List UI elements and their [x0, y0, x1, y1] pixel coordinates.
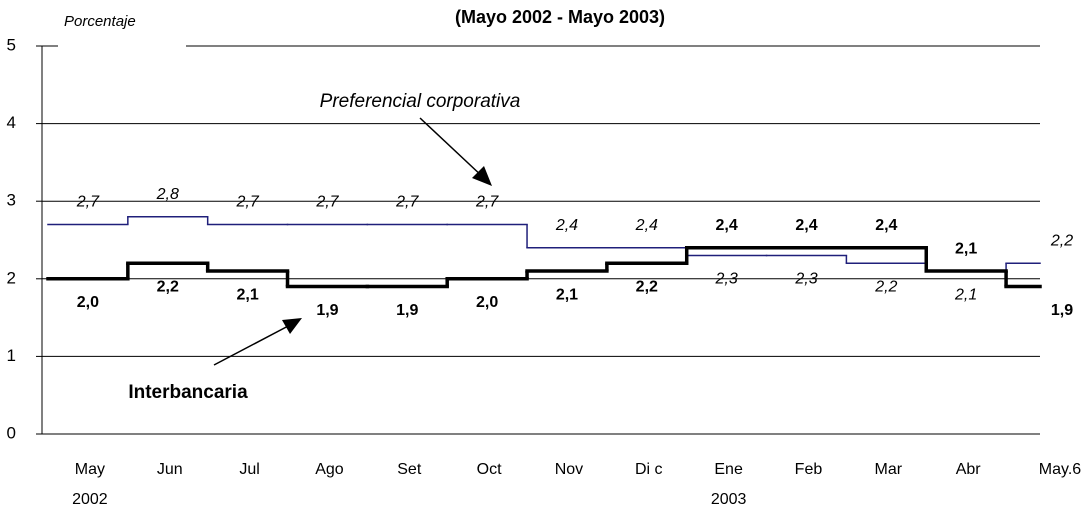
y-tick-label: 4 [7, 113, 16, 132]
x-year-label: 2003 [711, 491, 747, 508]
value-label: 2,7 [235, 194, 259, 211]
value-label: 2,2 [874, 278, 897, 295]
value-label: 2,2 [636, 278, 658, 295]
value-label: 2,4 [635, 217, 658, 234]
plot-area: 0 1 2 3 4 5 May 2002 Jun Jul Ago Set Oct Nov Di c Ene 20… [7, 35, 1082, 508]
y-tick-label: 1 [7, 346, 16, 365]
x-tick-label: Mar [875, 461, 903, 478]
x-tick-label: Jul [239, 461, 259, 478]
x-tick-label: Oct [477, 461, 502, 478]
y-tick-label: 0 [7, 423, 16, 442]
x-tick-label: Abr [956, 461, 982, 478]
value-label: 2,1 [236, 286, 258, 303]
value-label: 2,0 [476, 294, 498, 311]
value-label: 1,9 [316, 302, 338, 319]
x-tick-label: Set [397, 461, 422, 478]
value-label: 2,4 [555, 217, 578, 234]
value-label: 1,9 [1051, 302, 1073, 319]
x-tick-label: Feb [795, 461, 823, 478]
value-label: 2,7 [315, 194, 339, 211]
value-label: 2,7 [475, 194, 499, 211]
annotation-arrow [213, 323, 293, 366]
value-label: 2,2 [157, 278, 179, 295]
y-tick-label: 2 [7, 268, 16, 287]
value-label: 2,7 [76, 194, 100, 211]
value-label: 2,3 [715, 271, 738, 288]
value-label: 2,1 [955, 240, 977, 257]
x-tick-label: Nov [555, 461, 583, 478]
x-tick-label: May [75, 461, 105, 478]
value-label: 2,2 [1050, 232, 1073, 249]
label-bg [58, 8, 186, 50]
value-label: 2,4 [875, 217, 897, 234]
x-tick-label: Ago [315, 461, 344, 478]
value-label: 2,1 [954, 286, 977, 303]
value-label: 2,4 [795, 217, 817, 234]
x-year-label: 2002 [72, 491, 108, 508]
value-label: 2,0 [77, 294, 99, 311]
y-tick-label: 3 [7, 191, 16, 210]
y-tick-label: 5 [7, 35, 16, 54]
x-tick-label: Di c [635, 461, 663, 478]
chart-title: (Mayo 2002 - Mayo 2003) [455, 7, 665, 27]
value-label: 2,1 [556, 286, 578, 303]
annotation-arrow [419, 117, 485, 179]
value-label: 2,3 [794, 271, 817, 288]
value-label: 2,7 [395, 194, 419, 211]
x-tick-label: May.6 [1039, 461, 1081, 478]
series-annotation: Interbancaria [128, 382, 248, 403]
x-tick-label: Ene [714, 461, 743, 478]
arrow-head [282, 318, 302, 334]
value-label: 1,9 [396, 302, 418, 319]
x-tick-label: Jun [157, 461, 183, 478]
value-label: 2,4 [716, 217, 738, 234]
arrow-head [472, 166, 492, 186]
value-label: 2,8 [156, 186, 179, 203]
series-annotation: Preferencial corporativa [320, 91, 521, 112]
y-axis-label: Porcentaje [64, 13, 136, 30]
